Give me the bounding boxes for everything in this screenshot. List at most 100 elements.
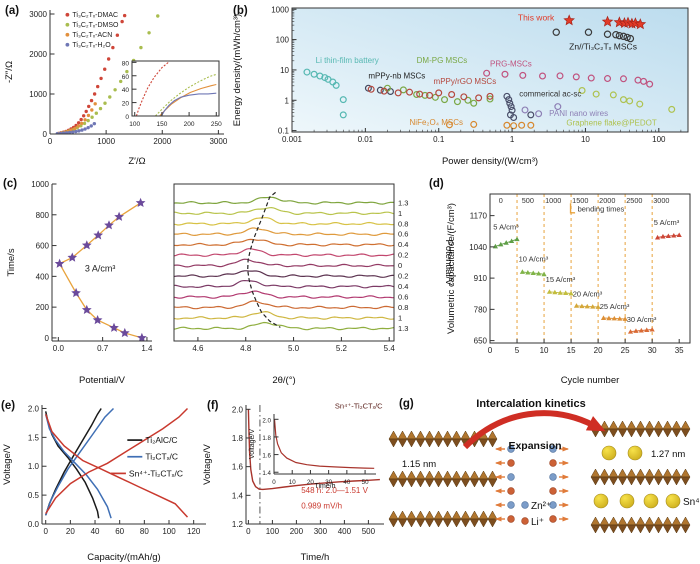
markers-NiFe₂O₄ MSCs xyxy=(445,120,535,130)
svg-text:0.4: 0.4 xyxy=(398,282,408,291)
svg-text:20: 20 xyxy=(307,479,314,486)
svg-text:2.0: 2.0 xyxy=(28,404,40,413)
svg-text:4.8: 4.8 xyxy=(240,344,252,353)
svg-text:0: 0 xyxy=(398,261,402,270)
series-Sn4+-Ti2CTx/C charge xyxy=(45,407,189,515)
panel-label-c: (c) xyxy=(3,178,18,190)
panel-label-f: (f) xyxy=(207,400,219,412)
chart-a-inset: 100 150 200 250 0 20 40 60 80 xyxy=(122,60,222,128)
zn-ion xyxy=(549,501,557,509)
markers-GCD 3 A/cm3 xyxy=(54,197,147,341)
legend-item: Ti₃C₂Tₓ-DMAC xyxy=(72,12,118,19)
svg-text:780: 780 xyxy=(474,305,488,314)
svg-text:0.4: 0.4 xyxy=(398,240,408,249)
svg-text:1040: 1040 xyxy=(469,243,487,252)
svg-text:5.0: 5.0 xyxy=(288,344,300,353)
svg-text:50: 50 xyxy=(362,479,369,486)
annotation: commerical ac-sc xyxy=(519,89,581,98)
svg-text:0.0: 0.0 xyxy=(28,520,40,529)
sn-ion xyxy=(601,445,617,461)
schematic-label: Zn²⁺ xyxy=(531,501,551,512)
svg-text:1.4: 1.4 xyxy=(262,470,271,477)
series-7 xyxy=(174,270,394,278)
panel-label-b: (b) xyxy=(233,5,248,17)
zn-ion xyxy=(549,473,557,481)
markers-PANI nano wires xyxy=(521,103,562,118)
svg-text:1000: 1000 xyxy=(545,196,561,205)
series-0 xyxy=(174,196,394,205)
svg-text:1.6: 1.6 xyxy=(232,463,244,472)
sn-ion xyxy=(593,493,609,509)
panel-label-e: (e) xyxy=(1,400,16,412)
panel-g-schematic: Intercalation kinetics Expansion 1.15 nm 1.… xyxy=(388,398,700,534)
chart-c-xrd: 1.310.80.60.40.200.20.40.60.811.34.6 4.8 5… xyxy=(173,183,454,386)
li-ion xyxy=(549,515,557,523)
svg-text:4.6: 4.6 xyxy=(192,344,204,353)
annotation: Ti₂CTₓ/C xyxy=(145,452,178,462)
series-8 xyxy=(174,279,394,289)
svg-text:40: 40 xyxy=(343,479,350,486)
markers-25 A/cm3 xyxy=(600,315,628,321)
chart-e-gcd-profiles: 0 20 40 60 80 100 120 0.0 0.5 1.0 1.5 2.0 Ti₂AlC/C Ti… xyxy=(2,404,206,563)
legend-item: Ti₃C₂Tₓ-DMSO xyxy=(72,22,119,29)
x-axis-label: Cycle number xyxy=(561,375,620,386)
series-layer xyxy=(247,409,380,491)
svg-text:1.4: 1.4 xyxy=(141,344,153,353)
svg-text:3000: 3000 xyxy=(653,196,669,205)
y-axis-label: Time/s xyxy=(6,248,17,276)
mxene-sheet xyxy=(590,468,691,486)
series-12 xyxy=(174,321,394,331)
panel-label-d: (d) xyxy=(429,178,444,190)
markers-15 A/cm3 xyxy=(546,289,574,296)
svg-text:0: 0 xyxy=(43,130,48,139)
annotation: 25 A/cm³ xyxy=(600,302,630,311)
series-3 xyxy=(160,92,217,116)
series-6 xyxy=(174,258,394,268)
series-layer xyxy=(135,61,217,116)
annotation: 3 A/cm³ xyxy=(85,264,116,274)
svg-text:400: 400 xyxy=(36,272,50,281)
li-ion xyxy=(507,487,515,495)
markers-5 A/cm3 xyxy=(492,236,520,249)
svg-text:2000: 2000 xyxy=(599,196,615,205)
zn-ion-legend xyxy=(521,501,529,509)
svg-text:0.2: 0.2 xyxy=(398,272,408,281)
svg-text:1000: 1000 xyxy=(271,5,289,14)
series-layer xyxy=(492,232,682,334)
annotation: Li thin-film battery xyxy=(316,56,379,65)
x-axis-label: Time/h xyxy=(301,552,330,563)
annotation: mPPy/rGO MSCs xyxy=(434,77,497,86)
svg-text:650: 650 xyxy=(474,337,488,346)
svg-text:0: 0 xyxy=(499,196,503,205)
svg-text:910: 910 xyxy=(474,274,488,283)
markers-This work xyxy=(563,14,647,30)
markers-10 A/cm3 xyxy=(519,269,547,277)
markers-Graphene flake@PEDOT xyxy=(578,86,676,113)
series-3 xyxy=(174,227,394,237)
svg-text:2.0: 2.0 xyxy=(262,417,271,424)
markers-20 A/cm3 xyxy=(573,303,601,309)
svg-text:1: 1 xyxy=(510,135,515,144)
svg-text:10: 10 xyxy=(540,346,549,355)
annotation: 5 A/cm³ xyxy=(493,223,519,232)
chart-c-gcd: 0.0 0.7 1.4 0 200 400 600 800 1000 3 A/cm³ Potenti… xyxy=(6,180,153,386)
chart-f-inset: 0 10 20 30 40 50 1.4 1.6 1.8 2.0 Time/h Voltage/V xyxy=(249,414,376,490)
markers-mPPy/rGO MSCs xyxy=(367,85,494,102)
series-2 xyxy=(174,217,394,226)
svg-text:1: 1 xyxy=(285,96,290,105)
svg-text:500: 500 xyxy=(362,527,376,536)
zn-ion xyxy=(507,445,515,453)
zn-ion xyxy=(507,473,515,481)
svg-text:1000: 1000 xyxy=(31,180,49,189)
svg-text:0: 0 xyxy=(488,346,493,355)
svg-text:35: 35 xyxy=(675,346,684,355)
svg-text:1.3: 1.3 xyxy=(398,324,408,333)
series-layer xyxy=(274,419,375,469)
series-self-discharge inset xyxy=(274,419,375,469)
annotation: Zn//Ti₃C₂Tₓ MSCs xyxy=(569,41,637,51)
series-layer xyxy=(174,191,394,331)
panel-label-a: (a) xyxy=(5,5,20,17)
svg-text:100: 100 xyxy=(266,527,280,536)
annotation: 5 A/cm³ xyxy=(654,218,680,227)
